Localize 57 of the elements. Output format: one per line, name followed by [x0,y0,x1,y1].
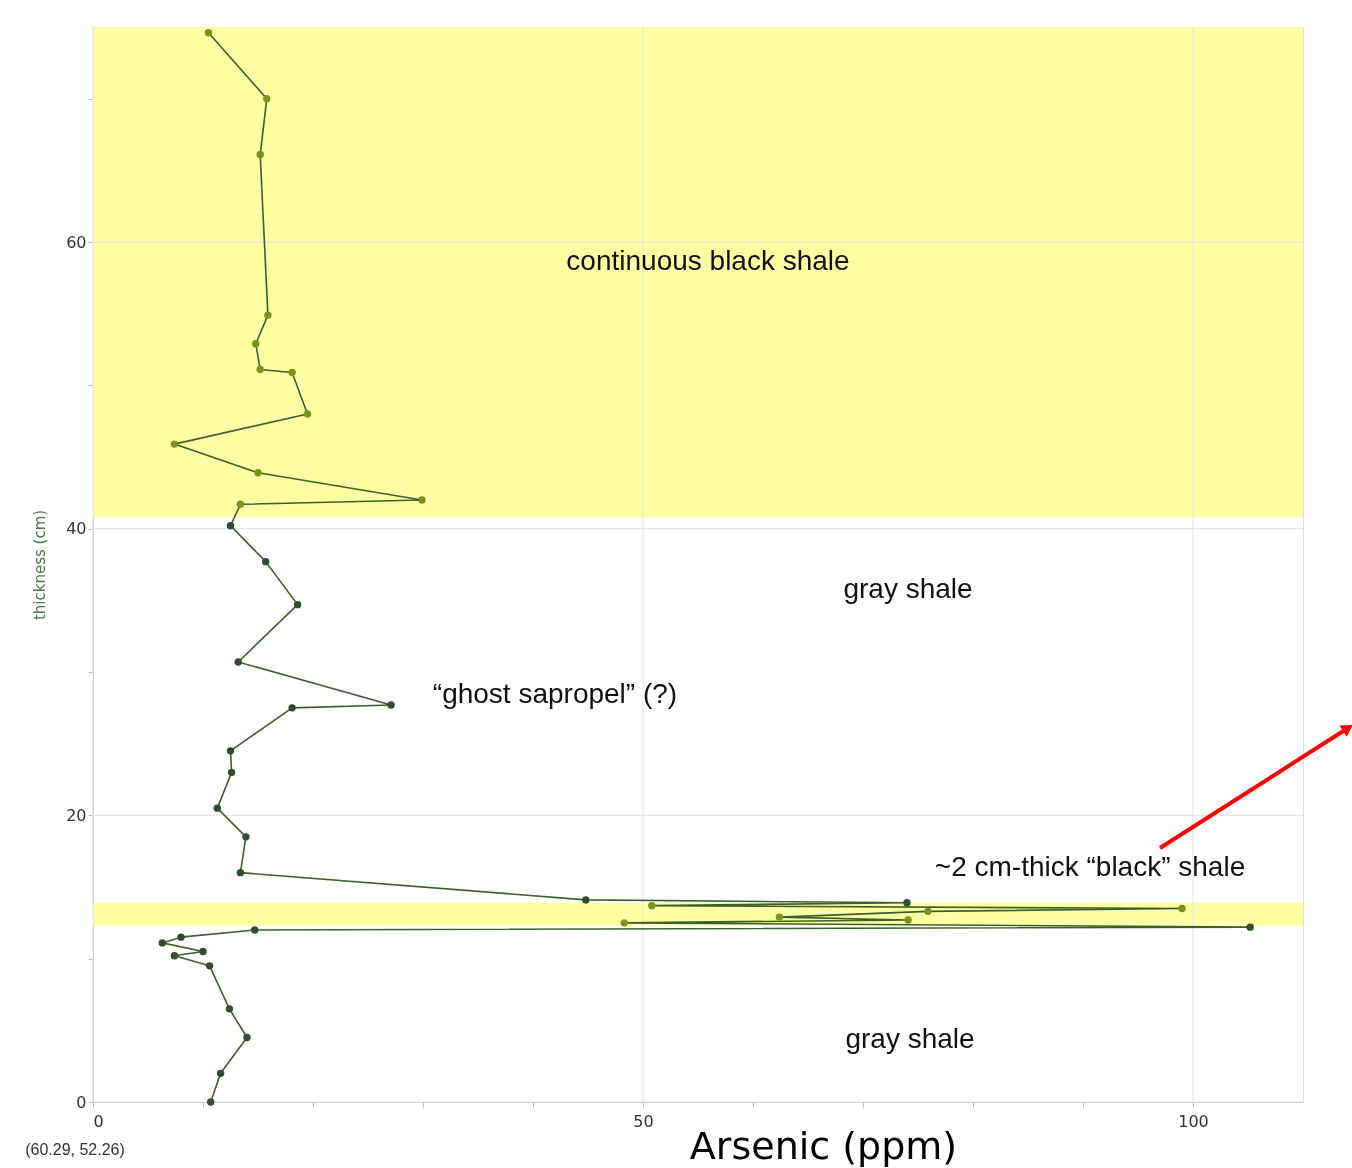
point [924,907,932,916]
point [234,658,242,666]
x-axis-title: Arsenic (ppm) [689,1123,958,1168]
point [170,440,179,448]
point [582,896,590,904]
point [227,768,236,777]
point [236,500,245,508]
point [158,939,167,947]
annotation: “ghost sapropel” (?) [432,678,678,709]
annotation: gray shale [845,1023,975,1054]
point [254,469,262,477]
point [264,311,272,319]
point [387,701,395,709]
y-tick-label: 60 [66,232,87,252]
annotation: ~2 cm-thick “black” shale [934,851,1246,882]
point [250,926,259,934]
point [170,952,179,960]
point [418,496,426,504]
point [242,833,250,841]
y-tick-label: 0 [76,1092,87,1112]
point [252,340,260,348]
point [243,1033,251,1042]
point [206,1098,215,1106]
y-tick-label: 20 [66,805,87,825]
x-tick-label: 100 [1178,1111,1209,1131]
point [620,919,629,927]
annotation: continuous black shale [566,245,850,276]
annotation: gray shale [843,573,973,604]
point [236,868,245,877]
y-axis-title: thickness (cm) [31,509,50,621]
point [648,901,656,910]
point [904,916,912,924]
point [1246,923,1254,931]
text: (60.29, 52.26) [25,1141,125,1158]
point [199,947,207,956]
point [293,600,302,609]
point [256,365,264,374]
x-tick-label: 0 [93,1111,104,1131]
point [288,704,296,712]
point [216,1069,225,1078]
x-tick-label: 50 [633,1111,654,1131]
point [225,1005,234,1013]
point [226,747,235,755]
point [261,557,270,566]
point [1178,904,1186,913]
y-tick-label: 40 [66,519,87,539]
point [775,913,784,921]
point [204,29,213,37]
point [226,522,235,530]
point [288,368,296,377]
point [256,150,264,159]
point [903,899,911,907]
point [263,94,271,103]
point [303,410,312,418]
point [177,933,185,941]
point [205,962,214,970]
point [213,804,222,812]
